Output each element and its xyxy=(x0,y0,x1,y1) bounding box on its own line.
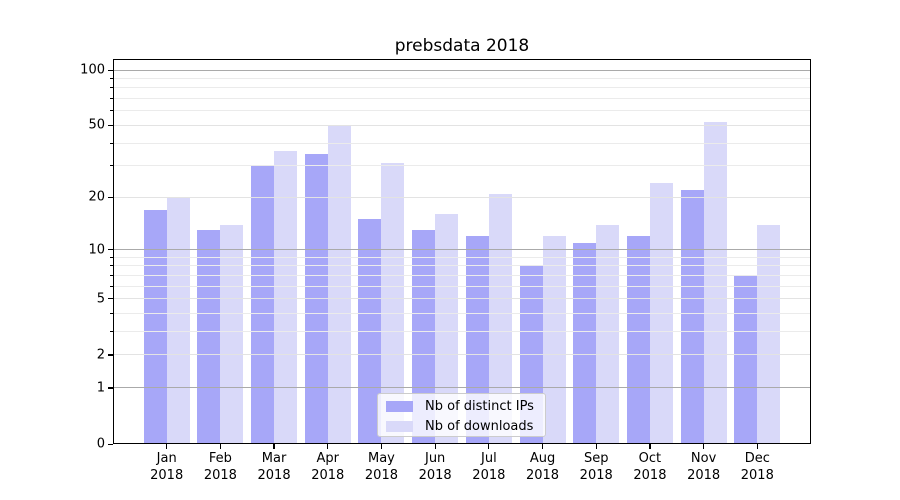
bar-downloads-oct xyxy=(649,183,673,444)
xtick-month-text: Mar xyxy=(261,451,287,466)
xtick-label-sep: Sep 2018 xyxy=(580,450,613,484)
bar-downloads-dec xyxy=(757,224,781,444)
bar-distinct-ips-apr xyxy=(304,153,328,444)
xtick-label-oct: Oct 2018 xyxy=(633,450,666,484)
bar-distinct-ips-dec xyxy=(734,275,758,444)
xtick-label-feb: Feb 2018 xyxy=(204,450,237,484)
xtick-year-text: 2018 xyxy=(472,468,506,483)
xtick-year-text: 2018 xyxy=(579,468,613,483)
bar-distinct-ips-mar xyxy=(251,165,275,444)
xtick-year-text: 2018 xyxy=(203,468,237,483)
bars-layer xyxy=(113,59,811,444)
xtick-label-jul: Jul 2018 xyxy=(472,450,505,484)
ytick-label-20: 20 xyxy=(88,189,105,205)
xtick-label-aug: Aug 2018 xyxy=(526,450,559,484)
ytick-label-1: 1 xyxy=(96,380,105,396)
ytick-label-10: 10 xyxy=(88,242,105,258)
bar-downloads-jun xyxy=(435,214,459,444)
xtick-mark-feb xyxy=(219,444,221,449)
bar-distinct-ips-feb xyxy=(197,230,221,444)
legend-item-downloads: Nb of downloads xyxy=(386,416,545,436)
ytick-label-50: 50 xyxy=(88,117,105,133)
bar-distinct-ips-jul xyxy=(465,236,489,444)
xtick-year-text: 2018 xyxy=(525,468,560,483)
legend: Nb of distinct IPs Nb of downloads xyxy=(377,393,546,437)
bar-downloads-sep xyxy=(596,224,620,444)
bar-distinct-ips-jan xyxy=(143,209,167,444)
xtick-mark-dec xyxy=(756,444,758,449)
bar-distinct-ips-jun xyxy=(412,230,436,444)
xtick-month-text: Jan xyxy=(156,451,177,466)
xtick-label-may: May 2018 xyxy=(365,450,398,484)
xtick-year-text: 2018 xyxy=(311,468,345,483)
xtick-year-text: 2018 xyxy=(150,468,184,483)
xtick-mark-nov xyxy=(703,444,705,449)
xtick-month-text: Nov xyxy=(690,451,717,466)
xtick-month-text: Feb xyxy=(208,451,232,466)
xtick-label-nov: Nov 2018 xyxy=(687,450,720,484)
ytick-label-2: 2 xyxy=(96,347,105,363)
xtick-label-dec: Dec 2018 xyxy=(741,450,774,484)
ytick-label-0: 0 xyxy=(96,436,105,452)
xtick-mark-jun xyxy=(434,444,436,449)
xtick-mark-jan xyxy=(166,444,168,449)
xtick-mark-mar xyxy=(273,444,275,449)
bar-downloads-aug xyxy=(542,236,566,444)
chart-title: prebsdata 2018 xyxy=(394,36,530,56)
xtick-mark-jul xyxy=(488,444,490,449)
xtick-label-jun: Jun 2018 xyxy=(419,450,452,484)
ytick-label-5: 5 xyxy=(96,291,105,307)
legend-label-downloads: Nb of downloads xyxy=(425,418,534,434)
xtick-year-text: 2018 xyxy=(418,468,452,483)
plot-area xyxy=(113,59,811,444)
legend-item-distinct-ips: Nb of distinct IPs xyxy=(386,396,545,416)
xtick-month-text: Aug xyxy=(529,451,556,466)
bar-downloads-apr xyxy=(327,125,351,444)
xtick-mark-may xyxy=(380,444,383,449)
xtick-month-text: Oct xyxy=(638,451,662,466)
xtick-year-text: 2018 xyxy=(257,468,291,483)
xtick-month-text: Sep xyxy=(583,451,609,466)
xtick-label-jan: Jan 2018 xyxy=(150,450,183,484)
bar-downloads-may xyxy=(381,163,405,444)
xtick-mark-sep xyxy=(595,444,597,449)
xtick-mark-apr xyxy=(327,444,329,449)
xtick-label-apr: Apr 2018 xyxy=(311,450,344,484)
legend-label-distinct-ips: Nb of distinct IPs xyxy=(425,398,534,414)
bar-downloads-mar xyxy=(274,151,298,444)
xtick-month-text: Jun xyxy=(424,451,446,466)
xtick-mark-aug xyxy=(541,444,544,449)
bar-downloads-jan xyxy=(166,197,190,444)
xtick-month-text: Dec xyxy=(744,451,770,466)
xtick-year-text: 2018 xyxy=(740,468,774,483)
legend-swatch-downloads xyxy=(386,420,413,432)
legend-swatch-distinct-ips xyxy=(386,400,413,412)
bar-distinct-ips-nov xyxy=(680,189,704,444)
bar-distinct-ips-oct xyxy=(626,236,650,444)
bar-downloads-feb xyxy=(220,224,244,444)
xtick-year-text: 2018 xyxy=(687,468,721,483)
xtick-mark-oct xyxy=(649,444,651,449)
xtick-year-text: 2018 xyxy=(633,468,667,483)
xtick-month-text: Apr xyxy=(316,451,340,466)
bar-downloads-jul xyxy=(488,193,512,444)
ytick-label-100: 100 xyxy=(80,62,105,78)
xtick-year-text: 2018 xyxy=(364,468,398,483)
xtick-month-text: May xyxy=(368,451,395,466)
bar-distinct-ips-sep xyxy=(573,242,597,444)
bar-downloads-nov xyxy=(703,122,727,444)
xtick-label-mar: Mar 2018 xyxy=(258,450,291,484)
xtick-month-text: Jul xyxy=(481,451,497,466)
